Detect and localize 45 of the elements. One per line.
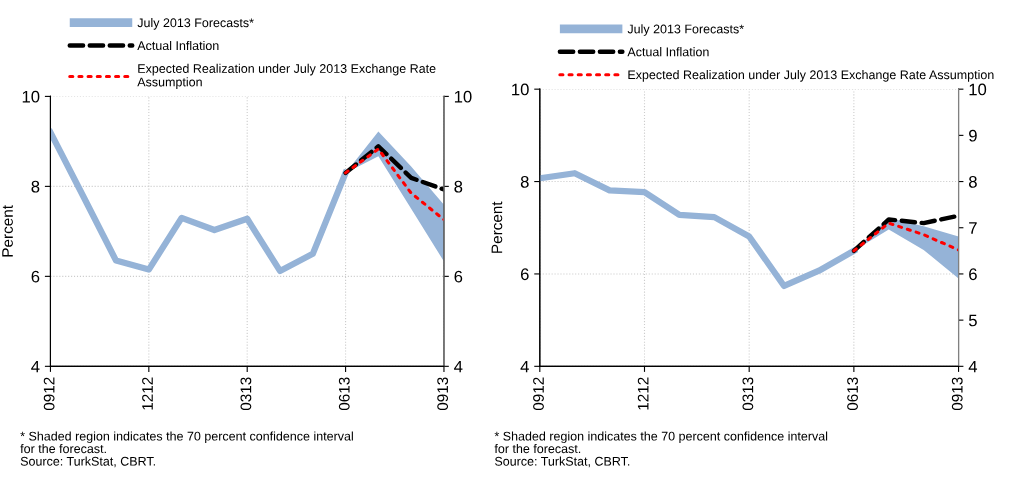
x-tick-label: 0912 [533,377,544,411]
y-tick-label: 6 [31,270,40,283]
source-note: Source: TurkStat, CBRT. [494,456,630,468]
y-axis-title: Percent [491,201,503,253]
y2-tick-label: 7 [969,222,977,234]
x-tick-label: 1212 [142,377,153,410]
legend-label: July 2013 Forecasts* [627,24,744,36]
y2-tick-label: 8 [969,175,977,188]
legend-label: Actual Inflation [627,47,709,57]
y-tick-label: 10 [512,83,529,96]
x-tick-label: 0913 [951,377,963,411]
x-tick-label: 0613 [847,377,858,411]
text: * Shaded region indicates the 70 percent confidence interval for the forecast. [20,431,353,454]
y2-tick-label: 5 [968,314,977,327]
line-series [852,221,959,253]
y2-tick-label: 8 [454,180,463,193]
x-tick-label: 0912 [43,377,55,411]
y-tick-label: 4 [31,360,40,373]
y2-tick-label: 4 [454,360,463,373]
source-note: Source: TurkStat, CBRT. [20,456,155,468]
y2-tick-label: 10 [454,90,472,103]
line-series [343,144,444,192]
legend-label: July 2013 Forecasts* [137,17,254,30]
y-tick-label: 8 [520,175,529,188]
x-tick-label: 0313 [742,377,754,411]
legend-label: Actual Inflation [137,40,219,51]
y-tick-label: 4 [520,360,529,373]
legend-label: Expected Realization under July 2013 Exchange Rate Assumption [137,63,436,89]
line-series [344,147,444,222]
y2-tick-label: 6 [969,268,977,281]
x-tick-label: 0313 [240,377,252,411]
x-tick-label: 0913 [437,377,449,411]
legend-label: Expected Realization under July 2013 Exchange Rate Assumption [628,70,994,82]
y2-tick-label: 4 [968,360,978,373]
x-tick-label: 0613 [338,377,350,411]
y-tick-label: 8 [31,180,40,193]
y-axis-title: Percent [2,205,13,257]
text: * Shaded region indicates the 70 percent confidence interval for the forecast. [494,431,828,454]
line-series [851,213,959,254]
y-tick-label: 10 [22,90,40,103]
y2-tick-label: 9 [969,129,977,142]
y2-tick-label: 10 [969,83,987,96]
y2-tick-label: 6 [454,270,463,283]
y-tick-label: 6 [520,268,529,281]
x-tick-label: 1212 [637,377,649,410]
